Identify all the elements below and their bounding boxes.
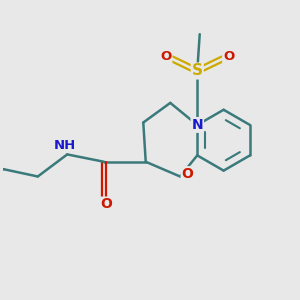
Text: O: O: [160, 50, 172, 63]
Text: S: S: [192, 64, 203, 79]
Text: NH: NH: [54, 139, 76, 152]
Text: O: O: [182, 167, 194, 181]
Text: O: O: [223, 50, 234, 63]
Text: O: O: [100, 197, 112, 212]
Text: N: N: [191, 118, 203, 132]
